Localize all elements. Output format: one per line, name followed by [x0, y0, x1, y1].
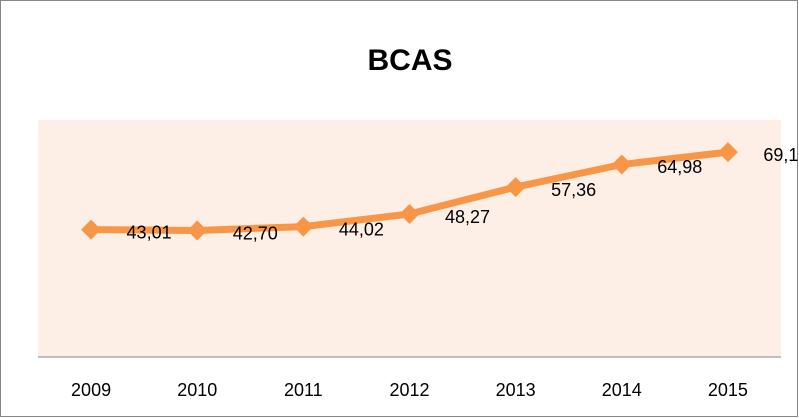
data-label: 42,70: [233, 223, 278, 243]
marker: [717, 142, 738, 163]
x-tick-label: 2010: [177, 380, 217, 400]
marker: [187, 220, 208, 241]
data-label: 43,01: [127, 222, 172, 242]
x-tick-label: 2009: [71, 380, 111, 400]
data-label: 69,15: [763, 145, 799, 165]
marker: [399, 204, 420, 225]
x-tick-label: 2012: [389, 380, 429, 400]
data-label: 57,36: [551, 180, 596, 200]
marker: [81, 219, 102, 240]
data-label: 44,02: [339, 219, 384, 239]
chart-title: BCAS: [367, 44, 452, 77]
marker: [611, 154, 632, 175]
x-tick-label: 2011: [284, 380, 323, 400]
marker: [293, 216, 314, 237]
data-label: 64,98: [657, 157, 702, 177]
x-tick-label: 2015: [708, 380, 748, 400]
x-tick-label: 2014: [602, 380, 642, 400]
x-tick-label: 2013: [496, 380, 536, 400]
data-label: 48,27: [445, 207, 490, 227]
marker: [505, 177, 526, 198]
